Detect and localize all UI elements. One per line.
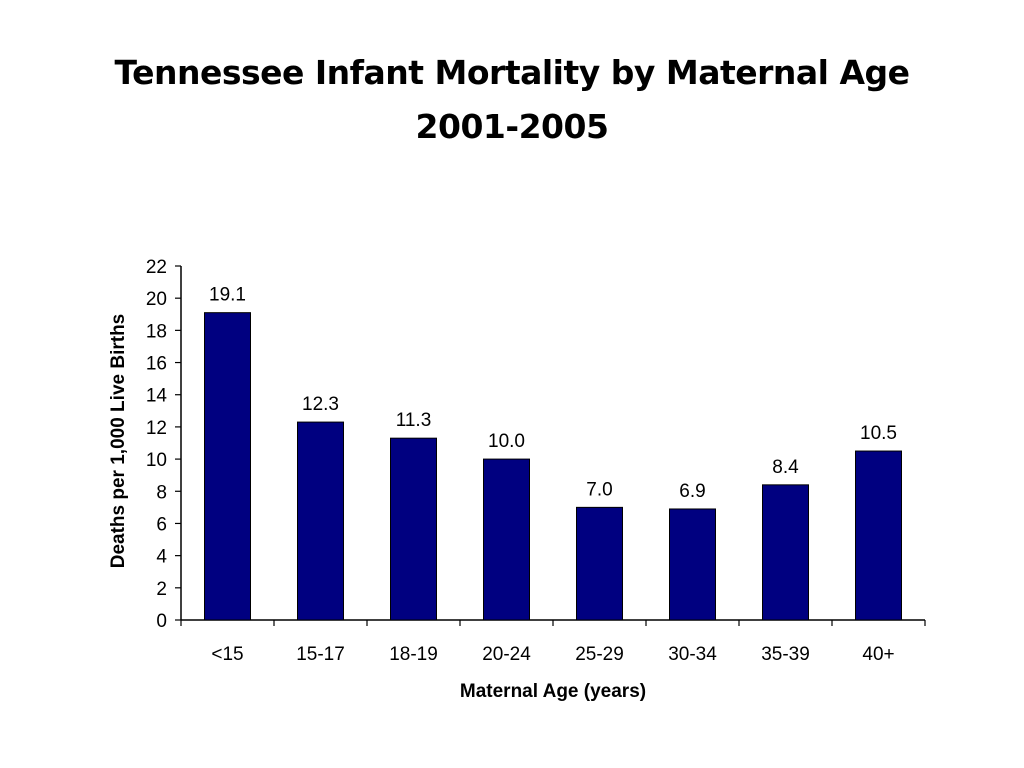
x-tick-label: <15: [211, 644, 243, 665]
x-tick-label: 35-39: [761, 644, 810, 665]
y-tick-label: 22: [146, 257, 167, 278]
bars: [204, 312, 902, 621]
y-tick-label: 18: [146, 321, 167, 342]
x-tick-label: 20-24: [482, 644, 531, 665]
y-tick-label: 0: [156, 611, 167, 632]
bar: [669, 508, 716, 621]
bar-value-label: 8.4: [772, 457, 799, 478]
bar-value-label: 6.9: [679, 481, 705, 502]
bar: [483, 458, 530, 621]
bar-value-labels: 19.1 12.3 11.3 10.0 7.0 6.9 8.4 10.5: [209, 285, 897, 502]
bar: [297, 421, 344, 621]
x-tick-label: 15-17: [296, 644, 345, 665]
bar: [762, 484, 809, 621]
bar-value-label: 10.5: [860, 423, 897, 444]
bar-value-label: 7.0: [586, 479, 612, 500]
y-tick-label: 2: [156, 579, 167, 600]
bar: [855, 450, 902, 621]
y-tick-label: 16: [146, 354, 167, 375]
x-axis-title: Maternal Age (years): [460, 681, 646, 702]
bar: [204, 312, 251, 621]
title-line-2: 2001-2005: [415, 107, 609, 146]
y-tick-label: 14: [146, 386, 168, 407]
y-tick-label: 4: [156, 547, 167, 568]
x-tick-label: 40+: [862, 644, 894, 665]
bar-value-label: 12.3: [302, 394, 339, 415]
bar-value-label: 10.0: [488, 431, 525, 452]
y-tick-label: 8: [156, 482, 167, 503]
x-axis: <15 15-17 18-19 20-24 25-29 30-34 35-39 40+: [180, 619, 926, 665]
bar: [390, 437, 437, 621]
title-line-1: Tennessee Infant Mortality by Maternal A…: [114, 53, 910, 92]
y-tick-label: 20: [146, 289, 167, 310]
bar-value-label: 11.3: [396, 410, 432, 431]
y-axis: 0 2 4 6 8 10 12 14 16 18 20 22: [146, 257, 182, 632]
x-tick-label: 25-29: [575, 644, 624, 665]
y-tick-label: 12: [146, 418, 167, 439]
y-tick-label: 6: [156, 514, 167, 535]
slide-title: Tennessee Infant Mortality by Maternal A…: [0, 46, 1024, 154]
bar: [576, 506, 623, 621]
x-tick-label: 30-34: [668, 644, 717, 665]
y-tick-label: 10: [146, 450, 167, 471]
y-axis-title: Deaths per 1,000 Live Births: [108, 314, 129, 569]
x-tick-label: 18-19: [389, 644, 438, 665]
bar-value-label: 19.1: [209, 285, 246, 306]
